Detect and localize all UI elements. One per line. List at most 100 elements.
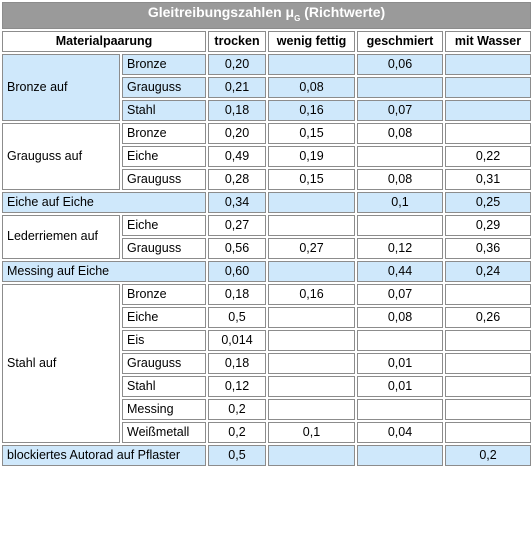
value-trocken: 0,56 xyxy=(208,237,266,259)
value-wenig-fettig xyxy=(268,191,355,213)
value-geschmiert: 0,07 xyxy=(357,283,443,305)
table-row: Eis 0,014 xyxy=(2,329,531,351)
value-trocken: 0,18 xyxy=(208,352,266,374)
value-wenig-fettig xyxy=(268,260,355,282)
table-row: Stahl 0,18 0,16 0,07 xyxy=(2,99,531,121)
header-geschmiert: geschmiert xyxy=(357,30,443,52)
value-trocken: 0,28 xyxy=(208,168,266,190)
group-label: Stahl auf xyxy=(2,283,120,443)
value-trocken: 0,12 xyxy=(208,375,266,397)
table-row: blockiertes Autorad auf Pflaster 0,5 0,2 xyxy=(2,444,531,466)
header-mit-wasser: mit Wasser xyxy=(445,30,531,52)
value-wenig-fettig xyxy=(268,398,355,420)
header-wenig-fettig: wenig fettig xyxy=(268,30,355,52)
value-trocken: 0,21 xyxy=(208,76,266,98)
value-trocken: 0,014 xyxy=(208,329,266,351)
group-label: blockiertes Autorad auf Pflaster xyxy=(2,444,206,466)
group-label: Lederriemen auf xyxy=(2,214,120,259)
material-cell: Bronze xyxy=(122,122,206,144)
value-wenig-fettig: 0,08 xyxy=(268,76,355,98)
value-trocken: 0,18 xyxy=(208,283,266,305)
material-cell: Messing xyxy=(122,398,206,420)
material-cell: Eis xyxy=(122,329,206,351)
value-mit-wasser xyxy=(445,283,531,305)
material-cell: Eiche xyxy=(122,306,206,328)
value-wenig-fettig xyxy=(268,375,355,397)
material-cell: Weißmetall xyxy=(122,421,206,443)
value-wenig-fettig: 0,1 xyxy=(268,421,355,443)
value-geschmiert xyxy=(357,398,443,420)
value-trocken: 0,49 xyxy=(208,145,266,167)
value-trocken: 0,18 xyxy=(208,99,266,121)
value-wenig-fettig xyxy=(268,329,355,351)
material-cell: Stahl xyxy=(122,375,206,397)
table-title: Gleitreibungszahlen μG (Richtwerte) xyxy=(2,2,531,29)
material-cell: Eiche xyxy=(122,145,206,167)
value-geschmiert xyxy=(357,214,443,236)
table-row: Eiche auf Eiche 0,34 0,1 0,25 xyxy=(2,191,531,213)
value-geschmiert: 0,08 xyxy=(357,306,443,328)
material-cell: Grauguss xyxy=(122,168,206,190)
table-row: Bronze auf Bronze 0,20 0,06 xyxy=(2,53,531,121)
value-mit-wasser: 0,31 xyxy=(445,168,531,190)
friction-coefficients-table: Gleitreibungszahlen μG (Richtwerte) Mate… xyxy=(2,2,531,466)
value-wenig-fettig: 0,15 xyxy=(268,168,355,190)
header-trocken: trocken xyxy=(208,30,266,52)
value-wenig-fettig xyxy=(268,214,355,236)
value-geschmiert: 0,44 xyxy=(357,260,443,282)
table-row: Stahl 0,12 0,01 xyxy=(2,375,531,397)
header-materialpaarung: Materialpaarung xyxy=(2,30,206,52)
value-trocken: 0,60 xyxy=(208,260,266,282)
table-row: Stahl auf Bronze 0,18 0,16 0,07 xyxy=(2,283,531,443)
value-trocken: 0,2 xyxy=(208,421,266,443)
value-wenig-fettig: 0,16 xyxy=(268,99,355,121)
value-trocken: 0,27 xyxy=(208,214,266,236)
group-label: Bronze auf xyxy=(2,53,120,121)
value-wenig-fettig: 0,16 xyxy=(268,283,355,305)
value-wenig-fettig: 0,15 xyxy=(268,122,355,144)
value-geschmiert: 0,01 xyxy=(357,352,443,374)
table-title-suffix: (Richtwerte) xyxy=(300,4,386,20)
value-wenig-fettig xyxy=(268,53,355,75)
value-mit-wasser xyxy=(445,99,531,121)
value-mit-wasser xyxy=(445,53,531,75)
table-row: Messing auf Eiche 0,60 0,44 0,24 xyxy=(2,260,531,282)
material-cell: Grauguss xyxy=(122,237,206,259)
table-row: Grauguss 0,56 0,27 0,12 0,36 xyxy=(2,237,531,259)
material-cell: Bronze xyxy=(122,283,206,305)
value-geschmiert: 0,06 xyxy=(357,53,443,75)
table-row: Lederriemen auf Eiche 0,27 0,29 xyxy=(2,214,531,259)
value-mit-wasser: 0,36 xyxy=(445,237,531,259)
value-mit-wasser xyxy=(445,352,531,374)
value-geschmiert: 0,07 xyxy=(357,99,443,121)
value-trocken: 0,20 xyxy=(208,53,266,75)
value-mit-wasser: 0,29 xyxy=(445,214,531,236)
material-cell: Grauguss xyxy=(122,76,206,98)
material-cell: Bronze xyxy=(122,53,206,75)
table-title-text: Gleitreibungszahlen μ xyxy=(147,4,295,20)
value-wenig-fettig: 0,27 xyxy=(268,237,355,259)
group-label: Eiche auf Eiche xyxy=(2,191,206,213)
table-row: Eiche 0,5 0,08 0,26 xyxy=(2,306,531,328)
value-mit-wasser: 0,22 xyxy=(445,145,531,167)
value-mit-wasser xyxy=(445,421,531,443)
table-row: Grauguss 0,28 0,15 0,08 0,31 xyxy=(2,168,531,190)
value-mit-wasser xyxy=(445,375,531,397)
value-trocken: 0,34 xyxy=(208,191,266,213)
table-row: Eiche 0,49 0,19 0,22 xyxy=(2,145,531,167)
value-geschmiert: 0,12 xyxy=(357,237,443,259)
value-trocken: 0,5 xyxy=(208,444,266,466)
value-mit-wasser: 0,25 xyxy=(445,191,531,213)
value-geschmiert: 0,08 xyxy=(357,122,443,144)
value-wenig-fettig: 0,19 xyxy=(268,145,355,167)
value-geschmiert xyxy=(357,444,443,466)
value-trocken: 0,2 xyxy=(208,398,266,420)
table-row: Weißmetall 0,2 0,1 0,04 xyxy=(2,421,531,443)
value-mit-wasser xyxy=(445,329,531,351)
value-trocken: 0,5 xyxy=(208,306,266,328)
value-wenig-fettig xyxy=(268,306,355,328)
value-geschmiert xyxy=(357,145,443,167)
value-trocken: 0,20 xyxy=(208,122,266,144)
table-row: Grauguss 0,21 0,08 xyxy=(2,76,531,98)
value-geschmiert xyxy=(357,76,443,98)
